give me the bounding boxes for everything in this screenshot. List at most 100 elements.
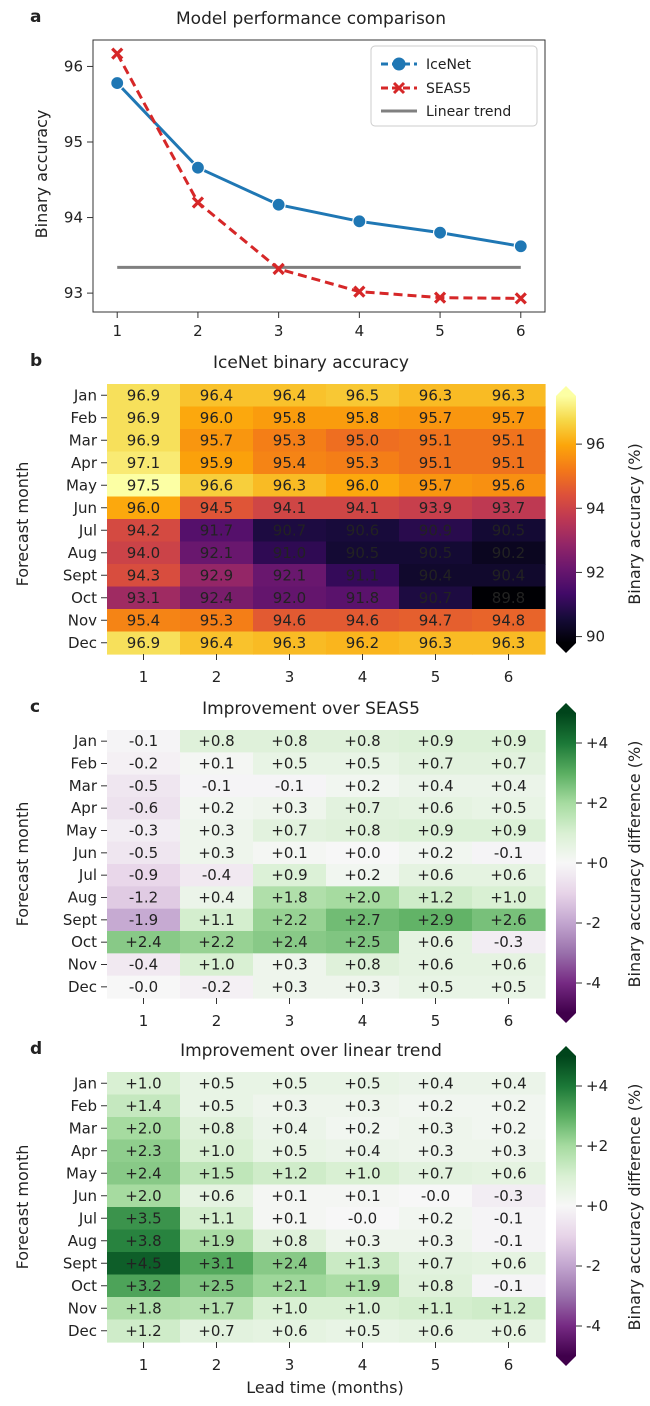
heatmap-cell-value: 95.3 bbox=[346, 454, 379, 472]
heatmap-ytick-label: Jun bbox=[73, 844, 97, 862]
heatmap-cell bbox=[472, 975, 546, 999]
heatmap-cell bbox=[326, 908, 400, 932]
heatmap-cell-value: +0.4 bbox=[417, 1074, 453, 1092]
heatmap-cell-value: +1.0 bbox=[344, 1164, 380, 1182]
heatmap-cell-value: +0.6 bbox=[271, 1322, 307, 1340]
heatmap-ytick-label: Jan bbox=[73, 732, 97, 750]
heatmap-cell-value: 92.4 bbox=[200, 589, 233, 607]
heatmap-cell bbox=[399, 931, 473, 954]
heatmap-cell-value: +0.5 bbox=[417, 978, 453, 996]
heatmap-cell-value: +0.7 bbox=[417, 1254, 453, 1272]
heatmap-ytick-label: Oct bbox=[71, 589, 97, 607]
heatmap-ytick-label: Jun bbox=[73, 1187, 97, 1205]
heatmap-cell bbox=[253, 1297, 327, 1321]
heatmap-cell-value: 94.6 bbox=[346, 611, 379, 629]
heatmap-cell-value: +1.8 bbox=[271, 889, 307, 907]
heatmap-cell-value: +0.4 bbox=[344, 1142, 380, 1160]
heatmap-cell bbox=[253, 474, 327, 498]
heatmap-cell bbox=[472, 384, 546, 408]
heatmap-cell bbox=[326, 819, 400, 843]
heatmap-cell bbox=[180, 541, 254, 565]
heatmap-cell bbox=[253, 752, 327, 776]
colorbar-tick-label: 92 bbox=[586, 563, 605, 581]
heatmap-cell bbox=[399, 908, 473, 932]
heatmap-cell-value: +0.8 bbox=[344, 822, 380, 840]
heatmap-cell-value: +0.1 bbox=[271, 844, 307, 862]
heatmap-cell bbox=[326, 730, 400, 753]
heatmap-cell-value: -0.3 bbox=[494, 1187, 523, 1205]
heatmap-cell bbox=[326, 1184, 400, 1208]
icenet-point bbox=[432, 225, 448, 240]
heatmap-cell-value: +0.6 bbox=[417, 1322, 453, 1340]
heatmap-cell bbox=[472, 864, 546, 887]
heatmap-cell bbox=[253, 1319, 327, 1343]
heatmap-cell-value: +0.2 bbox=[417, 1097, 453, 1115]
heatmap-cell bbox=[399, 886, 473, 910]
heatmap-cell-value: 96.0 bbox=[200, 409, 233, 427]
heatmap-cell bbox=[399, 1162, 473, 1186]
heatmap-cell bbox=[472, 886, 546, 910]
colorbar-tick-label: +0 bbox=[586, 854, 608, 872]
heatmap-ytick-label: Apr bbox=[71, 454, 98, 472]
colorbar-tick-label: +2 bbox=[586, 1137, 608, 1155]
heatmap-ytick-label: Jan bbox=[73, 386, 97, 404]
heatmap-cell bbox=[180, 406, 254, 430]
heatmap-cell bbox=[326, 631, 400, 655]
colorbar-tick-label: +4 bbox=[586, 1077, 608, 1095]
heatmap-ytick-label: Nov bbox=[68, 956, 97, 974]
heatmap-cell bbox=[399, 429, 473, 453]
heatmap-cell-value: 90.5 bbox=[492, 521, 525, 539]
heatmap-cell-value: 89.8 bbox=[492, 589, 525, 607]
heatmap-cell-value: +0.2 bbox=[490, 1097, 526, 1115]
heatmap-cell-value: -0.1 bbox=[494, 1277, 523, 1295]
heatmap-cell bbox=[107, 384, 181, 408]
heatmap-cell-value: -0.1 bbox=[129, 732, 158, 750]
heatmap-cell bbox=[399, 819, 473, 843]
heatmap-cell-value: +4.5 bbox=[125, 1254, 161, 1272]
colorbar-extend-max bbox=[556, 386, 576, 396]
heatmap-cell bbox=[472, 730, 546, 753]
heatmap-cell bbox=[399, 752, 473, 776]
seas5-point bbox=[433, 291, 447, 304]
heatmap-cell-value: +2.0 bbox=[125, 1187, 161, 1205]
heatmap-cell-value: +0.5 bbox=[271, 1074, 307, 1092]
heatmap-cell-value: +0.1 bbox=[271, 1209, 307, 1227]
heatmap-cell bbox=[472, 519, 546, 543]
heatmap-cell-value: +0.4 bbox=[490, 777, 526, 795]
heatmap-cell-value: 96.9 bbox=[127, 431, 160, 449]
heatmap-cell-value: 96.3 bbox=[419, 634, 452, 652]
heatmap-ytick-label: Aug bbox=[68, 889, 97, 907]
heatmap-cell-value: +0.9 bbox=[490, 822, 526, 840]
icenet-point bbox=[352, 214, 367, 229]
heatmap-ytick-label: Jun bbox=[73, 499, 97, 517]
heatmap-cell-value: +1.9 bbox=[198, 1232, 234, 1250]
heatmap-cell bbox=[253, 631, 327, 655]
heatmap-cell-value: +0.5 bbox=[344, 755, 380, 773]
heatmap-cell bbox=[180, 1274, 254, 1298]
heatmap-cell bbox=[472, 774, 546, 798]
heatmap-cell-value: +0.8 bbox=[198, 732, 234, 750]
heatmap-cell bbox=[326, 797, 400, 820]
heatmap-cell-value: +0.3 bbox=[198, 844, 234, 862]
heatmap-cell-value: 95.6 bbox=[492, 476, 525, 494]
heatmap-cell-value: -0.0 bbox=[129, 978, 158, 996]
heatmap-cell bbox=[253, 797, 327, 820]
heatmap-cell-value: +2.2 bbox=[271, 911, 307, 929]
panel-a-ytick-label: 96 bbox=[64, 57, 83, 75]
heatmap-cell-value: 95.1 bbox=[492, 431, 525, 449]
heatmap-ytick-label: Aug bbox=[68, 1232, 97, 1250]
heatmap-cell bbox=[180, 564, 254, 588]
heatmap-cell-value: +2.2 bbox=[198, 933, 234, 951]
heatmap-cell bbox=[107, 1139, 181, 1163]
heatmap-cell bbox=[472, 1274, 546, 1298]
heatmap-cell bbox=[180, 519, 254, 543]
heatmap-cell bbox=[326, 519, 400, 543]
heatmap-cell-value: +0.8 bbox=[198, 1119, 234, 1137]
heatmap-cell-value: +1.1 bbox=[417, 1299, 453, 1317]
heatmap-cell-value: 91.7 bbox=[200, 521, 233, 539]
heatmap-cell bbox=[107, 1252, 181, 1276]
heatmap-cell bbox=[472, 451, 546, 475]
heatmap-cell-value: -0.0 bbox=[421, 1187, 450, 1205]
heatmap-cell-value: -0.1 bbox=[275, 777, 304, 795]
